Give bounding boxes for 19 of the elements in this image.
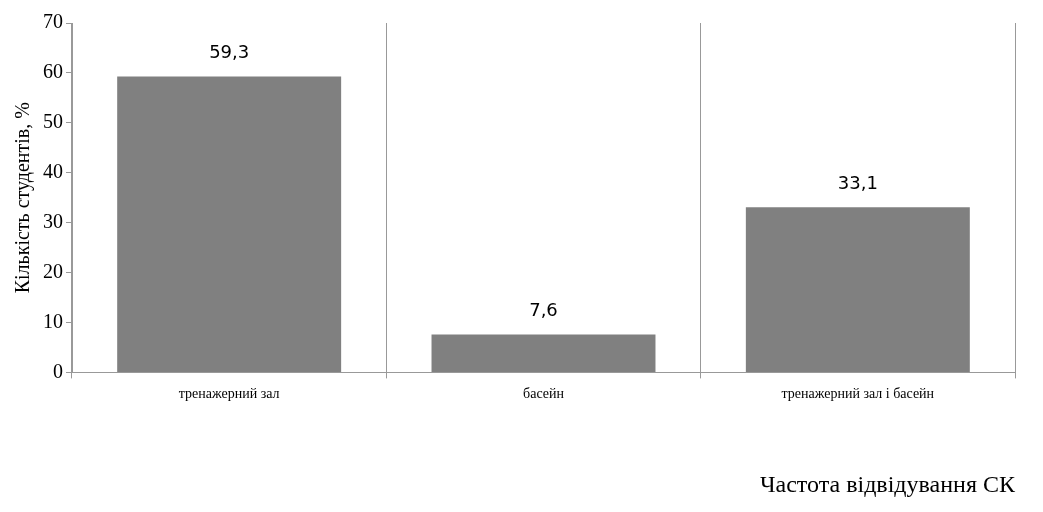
y-tick-label: 20 <box>43 259 63 282</box>
y-tick-label: 0 <box>53 359 63 382</box>
x-tick-label: басейн <box>523 386 565 402</box>
y-tick-label: 30 <box>43 209 63 232</box>
data-label: 7,6 <box>529 299 558 321</box>
data-label: 59,3 <box>209 41 250 63</box>
y-tick-label: 50 <box>43 110 63 133</box>
y-axis-title: Кількість студентів, % <box>11 102 35 294</box>
x-tick-label: тренажерний зал <box>178 386 280 402</box>
bar <box>745 207 970 372</box>
y-tick-label: 60 <box>43 60 63 83</box>
x-tick-label: тренажерний зал і басейн <box>781 386 935 402</box>
bar <box>117 76 342 372</box>
bar <box>431 334 656 372</box>
y-tick-label: 70 <box>43 10 63 33</box>
data-label: 33,1 <box>837 171 878 193</box>
y-tick-label: 10 <box>43 309 63 332</box>
x-axis-title: Частота відвідування СК <box>759 470 1016 497</box>
y-tick-label: 40 <box>43 159 63 182</box>
